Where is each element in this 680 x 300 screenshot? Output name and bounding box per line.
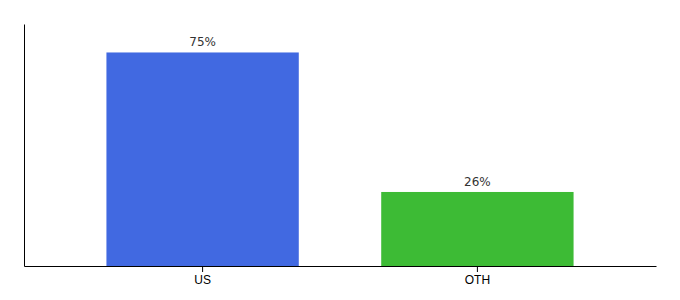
bar <box>106 52 298 266</box>
bars <box>106 52 573 266</box>
data-label: 26% <box>464 175 491 189</box>
data-label: 75% <box>189 35 216 49</box>
plot: US OTH 75% 26% <box>25 25 657 287</box>
y-axis <box>24 25 25 267</box>
data-labels: 75% 26% <box>189 35 490 189</box>
x-tick: US <box>194 266 211 287</box>
x-tick-mark <box>477 266 478 272</box>
x-axis: US OTH <box>25 266 657 287</box>
y-axis-line <box>24 25 25 267</box>
x-tick: OTH <box>465 266 490 287</box>
x-tick-label: US <box>194 273 211 287</box>
x-axis-line <box>25 266 657 267</box>
chart: US OTH 75% 26% <box>0 0 680 300</box>
bar <box>381 192 573 266</box>
x-tick-mark <box>202 266 203 272</box>
x-tick-label: OTH <box>465 273 490 287</box>
